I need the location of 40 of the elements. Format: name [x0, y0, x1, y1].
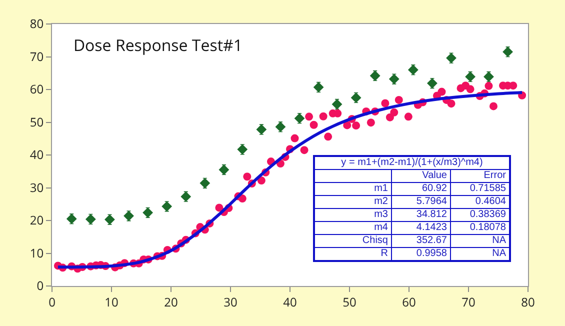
annotation: 0.4604 [450, 196, 510, 208]
y-tick-label: 30 [30, 178, 44, 196]
y-tick-label: 20 [30, 212, 44, 229]
annotation: Error [450, 170, 510, 182]
x-tick-label: 0 [48, 293, 56, 310]
annotation: 60.92 [392, 182, 450, 196]
y-tick-label: 50 [30, 113, 44, 130]
y-tick-label: 0 [36, 277, 44, 294]
annotation: 34.812 [392, 208, 450, 222]
x-tick-label: 60 [402, 293, 416, 310]
annotation: 0.71585 [450, 182, 510, 196]
annotation: NA [450, 248, 510, 261]
annotation: NA [450, 234, 510, 248]
x-tick-label: 10 [104, 293, 118, 310]
annotation: m1 [314, 182, 392, 196]
annotation: R [314, 248, 392, 261]
annotation: 4.1423 [392, 222, 450, 234]
y-tick-label: 70 [30, 48, 44, 65]
annotation: 5.7964 [392, 196, 450, 208]
annotation: Chisq [314, 234, 392, 248]
x-tick-label: 80 [521, 293, 535, 310]
x-tick-label: 70 [462, 293, 476, 310]
y-tick-label: 80 [30, 15, 44, 32]
annotation: Value [392, 170, 450, 182]
annotation: 0.18078 [450, 222, 510, 234]
x-tick-label: 50 [342, 293, 356, 310]
annotation: y = m1+(m2-m1)/(1+(x/m3)^m4) [314, 156, 510, 170]
x-tick-label: 20 [164, 293, 178, 310]
y-tick-label: 10 [30, 244, 44, 262]
y-tick-label: 60 [30, 80, 44, 98]
x-tick-label: 40 [283, 293, 297, 310]
annotation: 0.9958 [392, 248, 450, 261]
annotation: m4 [314, 222, 392, 234]
x-tick-label: 30 [224, 293, 238, 310]
annotation: 0.38369 [450, 208, 510, 222]
y-tick-label: 40 [30, 146, 44, 164]
annotation: 352.67 [392, 234, 450, 248]
text: Dose Response Test#1 [73, 34, 243, 56]
annotation: m3 [314, 208, 392, 222]
annotation: m2 [314, 196, 392, 208]
